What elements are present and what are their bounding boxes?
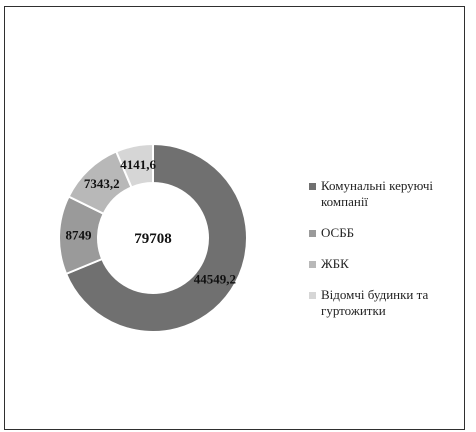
legend-label: ЖБК	[321, 256, 349, 271]
legend-swatch-0	[309, 183, 316, 190]
slice-label: 7343,2	[84, 176, 120, 191]
legend-swatch-3	[309, 292, 316, 299]
center-total-label: 79708	[134, 231, 172, 247]
legend-item: ОСББ	[309, 225, 459, 241]
slice-label: 8749	[66, 228, 93, 243]
legend-item: Відомчі будинки та гуртожитки	[309, 287, 459, 319]
legend-swatch-2	[309, 261, 316, 268]
slice-label: 4141,6	[120, 157, 156, 172]
legend-swatch-1	[309, 230, 316, 237]
legend-label: ОСББ	[321, 225, 355, 240]
slice-label: 44549,2	[194, 271, 236, 286]
donut-slice	[64, 142, 248, 333]
chart-frame: 44549,2 8749 7343,2 4141,6 79708 Комунальні …	[4, 6, 465, 430]
legend-label: Комунальні керуючі компанії	[321, 178, 434, 209]
legend-label: Відомчі будинки та гуртожитки	[321, 287, 429, 318]
legend-item: ЖБК	[309, 256, 459, 272]
donut-slice	[114, 142, 154, 189]
legend: Комунальні керуючі компанії ОСББ ЖБК Від…	[309, 178, 459, 334]
legend-item: Комунальні керуючі компанії	[309, 178, 459, 210]
